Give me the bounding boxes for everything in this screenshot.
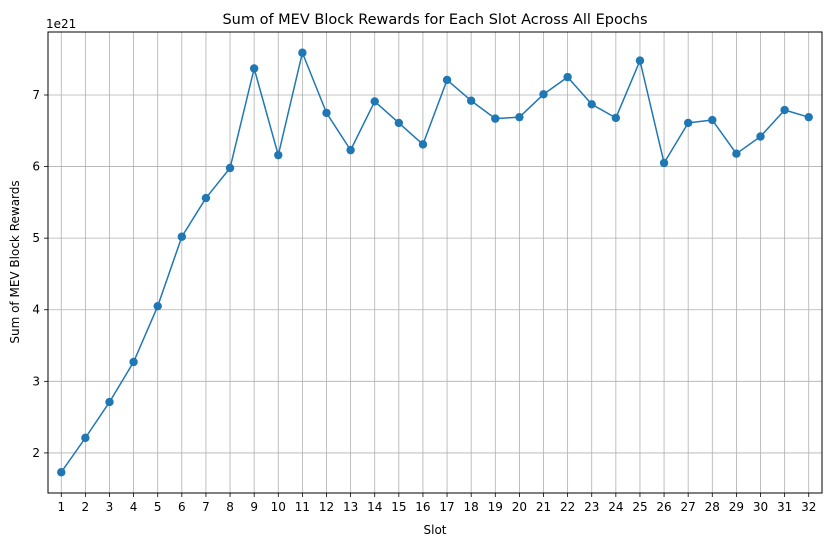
y-tick-label: 6 xyxy=(32,160,40,174)
data-point-slot-13 xyxy=(346,145,355,155)
data-point-slot-16 xyxy=(418,140,428,149)
data-point-slot-5 xyxy=(153,301,162,311)
x-tick-label: 17 xyxy=(439,500,454,514)
x-tick-label: 1 xyxy=(57,500,65,514)
x-tick-label: 20 xyxy=(512,500,527,514)
x-tick-label: 9 xyxy=(250,500,258,514)
data-point-slot-30 xyxy=(756,132,765,141)
x-tick-label: 15 xyxy=(391,500,406,514)
data-point-slot-23 xyxy=(587,100,596,109)
x-tick-label: 13 xyxy=(343,500,358,514)
x-tick-label: 19 xyxy=(488,500,503,514)
data-point-slot-15 xyxy=(394,118,404,128)
x-tick-label: 4 xyxy=(130,500,138,514)
x-tick-label: 8 xyxy=(226,500,234,514)
data-point-slot-10 xyxy=(274,150,283,160)
x-tick-label: 16 xyxy=(415,500,430,514)
data-point-slot-7 xyxy=(201,193,211,203)
y-tick-label: 4 xyxy=(32,303,40,317)
data-point-slot-9 xyxy=(249,64,259,73)
data-point-slot-8 xyxy=(225,163,235,173)
x-tick-label: 2 xyxy=(82,500,90,514)
x-tick-label: 21 xyxy=(536,500,551,514)
y-tick-label: 7 xyxy=(32,88,40,102)
x-tick-label: 10 xyxy=(271,500,286,514)
x-tick-label: 26 xyxy=(656,500,671,514)
data-point-slot-6 xyxy=(177,232,187,241)
data-point-slot-18 xyxy=(466,96,476,105)
data-point-slot-29 xyxy=(732,149,741,158)
data-point-slot-24 xyxy=(611,113,621,123)
x-tick-label: 22 xyxy=(560,500,575,514)
plot-area-frame xyxy=(47,31,823,494)
data-point-slot-22 xyxy=(563,72,572,82)
y-tick-label: 3 xyxy=(32,374,40,388)
data-point-slot-20 xyxy=(515,112,524,122)
data-point-slot-28 xyxy=(708,115,717,125)
x-tick-label: 12 xyxy=(319,500,334,514)
y-tick-label: 2 xyxy=(32,446,40,460)
x-tick-label: 14 xyxy=(367,500,382,514)
x-tick-label: 27 xyxy=(681,500,696,514)
data-point-slot-31 xyxy=(780,105,789,115)
x-tick-label: 24 xyxy=(608,500,623,514)
data-point-slot-2 xyxy=(81,433,90,443)
x-tick-label: 3 xyxy=(106,500,114,514)
data-point-slot-1 xyxy=(57,468,66,477)
y-axis-offset-label: 1e21 xyxy=(46,17,76,31)
data-point-slot-26 xyxy=(659,158,669,168)
axis-ticks: 1 2 3 4 5 6 7 8 9 10 11 12 13 14 15 16 17 18 19 20 21 22 23 24 2… xyxy=(32,88,816,514)
x-tick-label: 7 xyxy=(202,500,210,514)
x-tick-label: 31 xyxy=(777,500,792,514)
data-point-slot-3 xyxy=(105,397,114,407)
x-tick-label: 25 xyxy=(632,500,647,514)
x-axis-label: Slot xyxy=(424,523,447,537)
data-point-slot-27 xyxy=(683,118,693,128)
data-point-slot-17 xyxy=(442,75,452,85)
data-series xyxy=(57,48,813,477)
data-point-slot-14 xyxy=(370,97,379,106)
data-point-slot-25 xyxy=(635,56,645,65)
x-tick-label: 11 xyxy=(295,500,310,514)
data-point-slot-21 xyxy=(539,90,548,99)
data-point-slot-11 xyxy=(298,48,307,57)
x-tick-label: 30 xyxy=(753,500,768,514)
chart-title: Sum of MEV Block Rewards for Each Slot A… xyxy=(222,12,647,28)
data-point-slot-32 xyxy=(804,112,813,122)
data-point-slot-19 xyxy=(491,114,500,123)
data-point-slot-12 xyxy=(322,108,331,118)
x-tick-label: 28 xyxy=(705,500,720,514)
x-tick-label: 29 xyxy=(729,500,744,514)
x-tick-label: 32 xyxy=(801,500,816,514)
x-tick-label: 23 xyxy=(584,500,599,514)
x-tick-label: 5 xyxy=(154,500,162,514)
x-tick-label: 6 xyxy=(178,500,186,514)
series-line xyxy=(60,52,809,473)
y-axis-label: Sum of MEV Block Rewards xyxy=(8,180,22,343)
y-tick-label: 5 xyxy=(32,231,40,245)
x-tick-label: 18 xyxy=(464,500,479,514)
data-point-slot-4 xyxy=(129,357,138,367)
